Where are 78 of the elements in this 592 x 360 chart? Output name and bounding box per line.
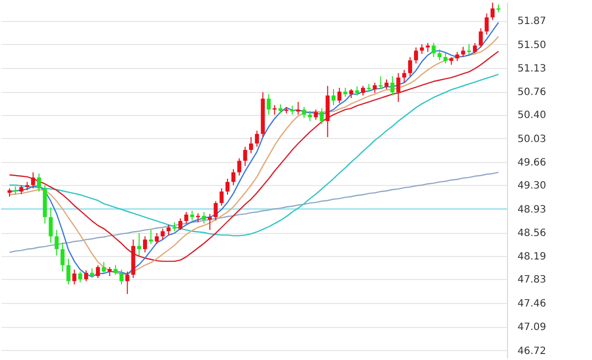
candlestick — [378, 76, 383, 90]
candlestick — [390, 76, 394, 96]
candlestick — [143, 236, 148, 253]
candlestick — [31, 172, 36, 189]
y-tick-label: 48.93 — [518, 204, 546, 216]
candlestick — [408, 56, 412, 77]
candlestick — [125, 271, 130, 294]
candlestick — [190, 210, 194, 221]
candlestick — [402, 69, 406, 84]
candlestick — [420, 44, 424, 54]
y-tick-label: 47.09 — [518, 322, 546, 334]
y-tick-label: 50.03 — [518, 134, 546, 145]
candlestick — [438, 48, 442, 61]
candlestick — [490, 2, 495, 20]
candlestick — [337, 87, 342, 104]
candlestick — [225, 178, 230, 196]
y-tick-label: 48.56 — [518, 228, 546, 240]
candlestick — [114, 264, 118, 276]
candlestick — [48, 207, 53, 244]
candlestick — [467, 44, 472, 56]
candlestick — [478, 28, 483, 48]
candlestick — [148, 229, 153, 245]
candlestick — [78, 271, 82, 283]
line-series — [8, 172, 500, 253]
candlestick — [461, 46, 466, 58]
candlestick — [443, 52, 448, 64]
candlestick — [84, 270, 88, 282]
candlestick — [332, 88, 336, 106]
candlestick — [137, 232, 142, 256]
y-tick-label: 51.87 — [518, 16, 546, 28]
candlestick — [360, 85, 365, 96]
candlestick — [320, 108, 324, 125]
candlestick — [432, 42, 436, 58]
candlestick — [254, 130, 259, 148]
candlestick — [54, 229, 59, 256]
y-tick-label: 47.83 — [518, 274, 546, 286]
candlestick — [160, 228, 165, 240]
candlestick — [249, 136, 254, 154]
candlestick — [237, 158, 242, 176]
y-tick-label: 49.30 — [518, 180, 546, 192]
candlestick — [36, 173, 41, 192]
candlestick — [314, 109, 318, 120]
candlestick — [119, 269, 124, 285]
line-series — [8, 74, 500, 236]
candlestick — [296, 101, 300, 116]
y-tick-label: 51.50 — [518, 40, 546, 51]
candlestick — [220, 188, 224, 206]
candlestick — [90, 268, 94, 278]
candlestick — [166, 224, 171, 236]
candlestick — [484, 13, 489, 36]
candlestick — [302, 106, 306, 118]
candlestick — [472, 42, 477, 54]
candlestick — [308, 110, 312, 122]
y-tick-label: 49.66 — [518, 158, 546, 169]
candlestick — [60, 242, 65, 272]
candlestick — [208, 213, 212, 230]
candlestick — [384, 78, 389, 90]
candlestick — [266, 94, 271, 116]
candlestick — [154, 232, 159, 245]
y-tick-label: 47.46 — [518, 298, 546, 310]
candlestick — [184, 212, 188, 224]
candlestick — [372, 82, 377, 94]
candlestick — [178, 218, 182, 230]
candlestick — [72, 269, 76, 285]
candlestick — [66, 258, 70, 285]
candlestick — [202, 212, 206, 224]
y-tick-label: 51.13 — [518, 63, 546, 74]
y-tick-label: 50.76 — [518, 87, 546, 98]
candlestick — [214, 200, 218, 221]
candlestick — [396, 72, 400, 102]
y-tick-label: 50.40 — [518, 110, 546, 122]
candlestick — [414, 46, 418, 64]
candlestick — [102, 261, 106, 274]
y-tick-label: 46.72 — [518, 346, 546, 357]
candlestick — [231, 168, 236, 186]
candlestick — [243, 146, 248, 166]
candlestick — [96, 264, 100, 278]
y-tick-label: 48.19 — [518, 252, 546, 263]
